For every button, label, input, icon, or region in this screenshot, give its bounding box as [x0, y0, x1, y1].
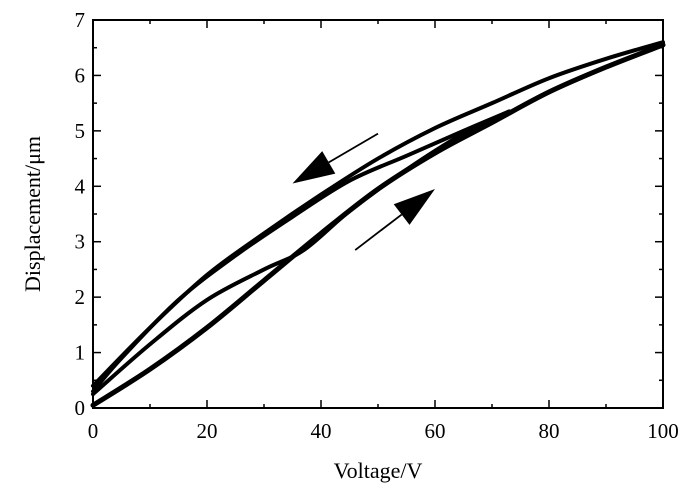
- y-tick-label: 6: [75, 63, 86, 87]
- series-line-2: [91, 40, 665, 388]
- x-tick-label: 80: [539, 419, 560, 443]
- arrow-shaft: [328, 132, 379, 164]
- y-tick-label: 2: [75, 285, 86, 309]
- x-tick-label: 20: [197, 419, 218, 443]
- arrow-head-icon: [292, 151, 336, 184]
- x-axis-label: Voltage/V: [334, 458, 423, 483]
- plot-frame: [92, 19, 664, 409]
- y-tick-label: 1: [75, 341, 86, 365]
- x-tick-label: 0: [88, 419, 99, 443]
- y-tick-label: 0: [75, 396, 86, 420]
- series-line-1: [90, 42, 666, 408]
- y-tick-label: 7: [75, 8, 86, 32]
- y-tick-label: 4: [75, 174, 86, 198]
- x-tick-label: 60: [425, 419, 446, 443]
- arrow-head-icon: [393, 189, 435, 225]
- y-axis-label: Displacement/μm: [20, 136, 45, 292]
- x-tick-label: 100: [647, 419, 679, 443]
- y-tick-label: 3: [75, 230, 86, 254]
- x-tick-label: 40: [311, 419, 332, 443]
- series-line-4: [91, 109, 512, 394]
- arrow-shaft: [354, 213, 403, 251]
- y-tick-label: 5: [75, 119, 86, 143]
- series-line-3: [91, 109, 512, 397]
